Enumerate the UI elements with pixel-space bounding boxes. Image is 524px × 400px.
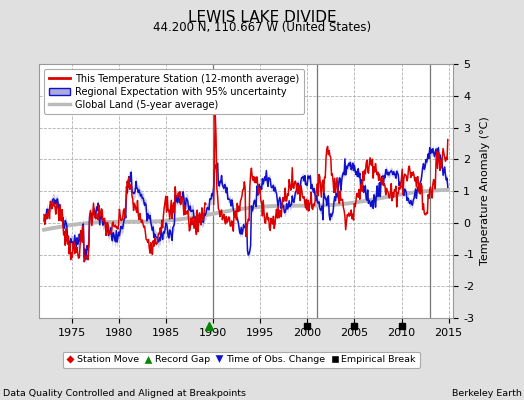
Legend: Station Move, Record Gap, Time of Obs. Change, Empirical Break: Station Move, Record Gap, Time of Obs. C… bbox=[62, 352, 420, 368]
Text: LEWIS LAKE DIVIDE: LEWIS LAKE DIVIDE bbox=[188, 10, 336, 25]
Legend: This Temperature Station (12-month average), Regional Expectation with 95% uncer: This Temperature Station (12-month avera… bbox=[44, 69, 304, 114]
Y-axis label: Temperature Anomaly (°C): Temperature Anomaly (°C) bbox=[479, 117, 489, 265]
Text: Data Quality Controlled and Aligned at Breakpoints: Data Quality Controlled and Aligned at B… bbox=[3, 389, 246, 398]
Text: 44.200 N, 110.667 W (United States): 44.200 N, 110.667 W (United States) bbox=[153, 21, 371, 34]
Text: Berkeley Earth: Berkeley Earth bbox=[452, 389, 521, 398]
